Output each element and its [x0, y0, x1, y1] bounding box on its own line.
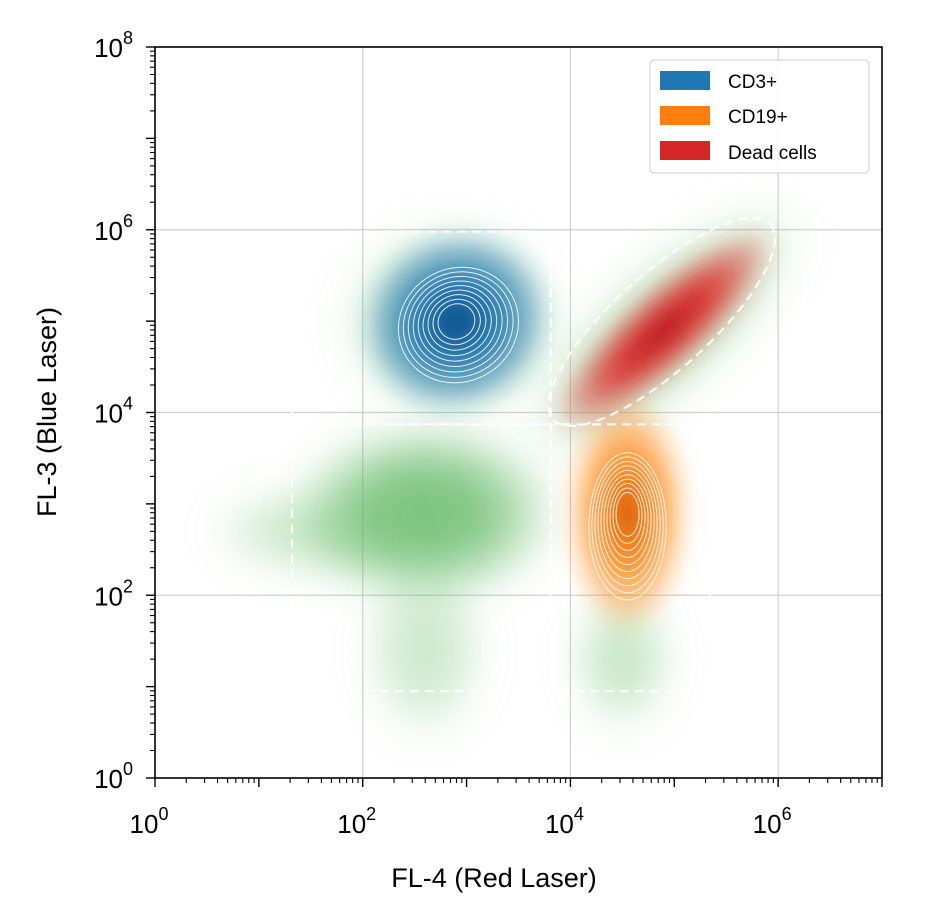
legend: CD3+ CD19+ Dead cells	[649, 59, 870, 174]
contour-cd19-	[603, 474, 652, 566]
contour-cd19-	[612, 487, 643, 544]
contour-cd3-	[402, 271, 514, 378]
axis-tick-labels: 100 102 104 106 100 102 104 106 108	[94, 28, 792, 839]
density-cd19-	[565, 394, 690, 632]
density-layer	[206, 198, 807, 742]
x-tick-label: 100	[130, 804, 169, 839]
contour-cd19-	[609, 483, 646, 551]
x-axis-title: FL-4 (Red Laser)	[391, 863, 597, 893]
density-background-tail-low	[362, 558, 488, 742]
x-tick-label: 104	[545, 804, 584, 839]
gate-layer	[291, 217, 776, 693]
x-tick-label: 102	[337, 804, 376, 839]
legend-entry: CD3+	[660, 71, 777, 93]
contour-cd3-	[407, 275, 509, 373]
legend-entry: Dead cells	[660, 141, 817, 164]
legend-swatch-cd3	[660, 71, 710, 90]
contour-cd3-	[417, 285, 498, 362]
axis-ticks	[146, 46, 883, 787]
y-tick-label: 106	[94, 211, 133, 246]
contour-cd19-	[615, 491, 640, 537]
contour-cd19-	[591, 456, 664, 594]
contour-cd19-	[597, 465, 658, 580]
legend-label: CD19+	[728, 107, 788, 128]
contour-cd3-	[422, 289, 492, 357]
legend-swatch-cd19	[660, 106, 710, 125]
legend-entry: CD19+	[660, 106, 788, 128]
y-tick-label: 100	[94, 759, 133, 794]
contour-cd3-	[427, 294, 487, 351]
legend-label: CD3+	[728, 72, 777, 93]
y-tick-label: 108	[94, 28, 133, 63]
gate-cd19-lower-gate	[291, 423, 711, 693]
contour-layer	[397, 266, 667, 601]
contour-cd3-	[412, 280, 503, 368]
contour-cd19-	[606, 478, 649, 558]
contour-cd3-	[397, 266, 520, 384]
contour-cd19-	[588, 452, 667, 601]
density-dead-cells	[552, 228, 776, 433]
density-background-tail-left	[206, 485, 415, 577]
y-tick-label: 104	[94, 394, 133, 429]
contour-cd3-	[437, 303, 476, 340]
contour-cd19-	[600, 469, 655, 573]
y-tick-label: 102	[94, 576, 133, 611]
gate-dead-cells-gate	[547, 217, 776, 428]
contour-cd3-	[432, 298, 481, 346]
density-cd3-	[359, 227, 554, 415]
legend-label: Dead cells	[728, 143, 817, 164]
contour-cd19-	[594, 460, 661, 587]
x-tick-label: 106	[753, 804, 792, 839]
legend-swatch-dead-cells	[660, 141, 710, 160]
y-axis-title: FL-3 (Blue Laser)	[32, 307, 62, 517]
